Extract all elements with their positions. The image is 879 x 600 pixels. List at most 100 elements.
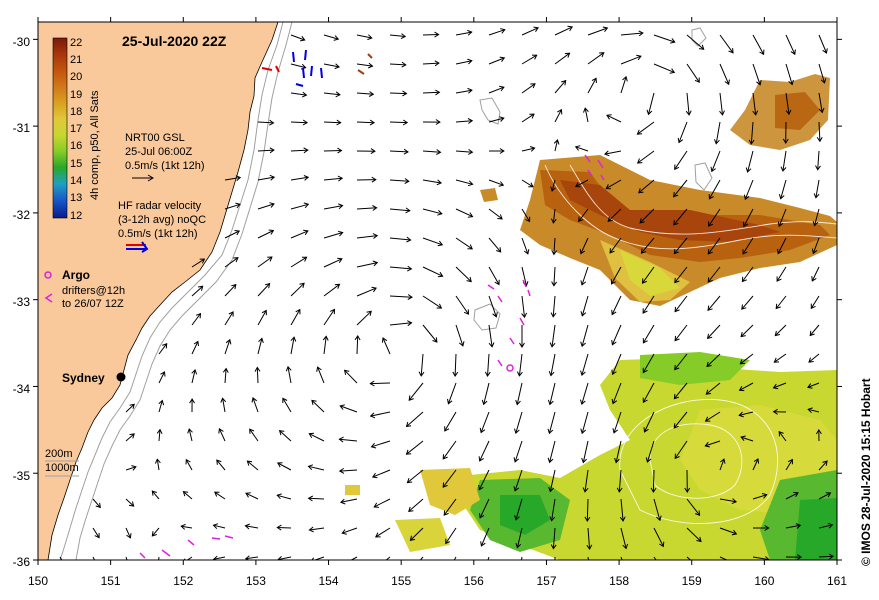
velocity-arrow <box>224 230 240 239</box>
velocity-arrowhead <box>642 367 648 374</box>
velocity-arrowhead <box>498 181 505 187</box>
velocity-arrowhead <box>322 335 329 341</box>
velocity-arrowhead <box>661 568 665 573</box>
velocity-arrow <box>552 527 556 549</box>
velocity-arrow <box>151 490 160 500</box>
velocity-arrowhead <box>151 490 157 496</box>
velocity-arrow <box>224 368 227 384</box>
velocity-arrow <box>719 92 723 115</box>
velocity-arrow <box>158 343 168 355</box>
velocity-arrow <box>188 428 193 442</box>
velocity-arrow <box>620 32 643 36</box>
velocity-arrowhead <box>516 371 523 377</box>
velocity-arrow <box>581 411 589 434</box>
velocity-arrow <box>323 336 327 355</box>
velocity-arrow <box>323 309 335 326</box>
velocity-arrowhead <box>673 220 679 226</box>
velocity-arrowhead <box>406 265 413 272</box>
velocity-arrowhead <box>499 56 506 62</box>
velocity-arrowhead <box>828 553 835 560</box>
velocity-arrow <box>422 150 441 153</box>
velocity-arrow <box>373 498 391 508</box>
velocity-arrowhead <box>436 179 443 186</box>
velocity-arrow <box>356 121 375 124</box>
velocity-arrowhead <box>777 221 784 228</box>
x-tick-label: 156 <box>464 574 484 588</box>
velocity-arrow <box>125 403 135 413</box>
velocity-arrow <box>638 179 655 194</box>
velocity-arrowhead <box>463 309 470 315</box>
velocity-arrow <box>480 411 490 433</box>
velocity-arrowhead <box>301 91 308 98</box>
velocity-arrowhead <box>636 54 642 61</box>
velocity-arrowhead <box>788 79 794 86</box>
velocity-arrow <box>406 440 424 455</box>
velocity-arrowhead <box>674 364 680 371</box>
velocity-arrow <box>686 92 690 115</box>
velocity-arrowhead <box>529 146 536 152</box>
velocity-arrow <box>686 34 705 50</box>
velocity-arrow <box>707 266 721 283</box>
velocity-arrowhead <box>704 416 711 422</box>
velocity-arrow <box>323 258 343 268</box>
velocity-arrow <box>455 89 472 94</box>
velocity-arrow <box>719 63 730 85</box>
velocity-arrow <box>422 237 443 246</box>
velocity-arrowhead <box>334 63 341 70</box>
velocity-arrow <box>741 295 754 310</box>
velocity-arrowhead <box>515 399 521 406</box>
velocity-arrowhead <box>642 338 648 344</box>
velocity-arrowhead <box>233 257 239 263</box>
velocity-arrowhead <box>561 79 567 86</box>
velocity-arrowhead <box>519 342 525 348</box>
velocity-arrowhead <box>619 516 626 522</box>
velocity-arrowhead <box>442 454 448 460</box>
velocity-arrowhead <box>670 38 676 44</box>
velocity-arrow <box>389 92 407 95</box>
velocity-arrow <box>308 497 325 500</box>
velocity-arrow <box>356 207 377 210</box>
velocity-arrowhead <box>228 311 234 317</box>
velocity-arrow <box>408 382 424 401</box>
velocity-arrow <box>454 353 457 377</box>
velocity-arrowhead <box>640 248 647 254</box>
velocity-arrowhead <box>434 31 440 38</box>
velocity-arrow <box>92 498 101 508</box>
velocity-arrow <box>422 295 442 309</box>
velocity-arrowhead <box>191 368 198 375</box>
velocity-arrow <box>678 121 688 143</box>
velocity-arrow <box>92 527 100 538</box>
colorbar-tick-label: 14 <box>70 175 82 187</box>
velocity-arrow <box>674 266 688 283</box>
velocity-arrowhead <box>447 398 453 405</box>
velocity-arrow <box>581 353 589 376</box>
velocity-arrow <box>785 492 799 500</box>
velocity-arrow <box>407 469 424 483</box>
velocity-arrow <box>808 353 820 363</box>
velocity-arrowhead <box>622 543 629 550</box>
velocity-arrowhead <box>599 52 605 58</box>
velocity-arrowhead <box>442 482 448 488</box>
velocity-arrowhead <box>126 533 132 539</box>
velocity-arrowhead <box>609 248 615 254</box>
velocity-arrowhead <box>815 428 822 435</box>
velocity-arrow <box>406 411 424 427</box>
velocity-arrowhead <box>402 90 408 97</box>
velocity-arrowhead <box>94 533 100 539</box>
velocity-arrowhead <box>738 385 745 392</box>
velocity-arrow <box>389 179 409 182</box>
velocity-arrow <box>356 335 359 355</box>
colorbar-tick-label: 21 <box>70 54 82 66</box>
velocity-arrow <box>279 430 292 442</box>
velocity-arrow <box>125 527 131 539</box>
y-tick-label: -31 <box>13 121 31 135</box>
velocity-arrow <box>785 459 793 471</box>
velocity-arrow <box>410 527 424 541</box>
velocity-arrowhead <box>719 458 726 464</box>
velocity-arrowhead <box>547 428 554 435</box>
velocity-arrowhead <box>131 465 137 471</box>
velocity-arrow <box>224 257 239 268</box>
velocity-arrow <box>775 295 787 309</box>
velocity-arrow <box>389 266 412 270</box>
colorbar-tick-label: 22 <box>70 37 82 49</box>
